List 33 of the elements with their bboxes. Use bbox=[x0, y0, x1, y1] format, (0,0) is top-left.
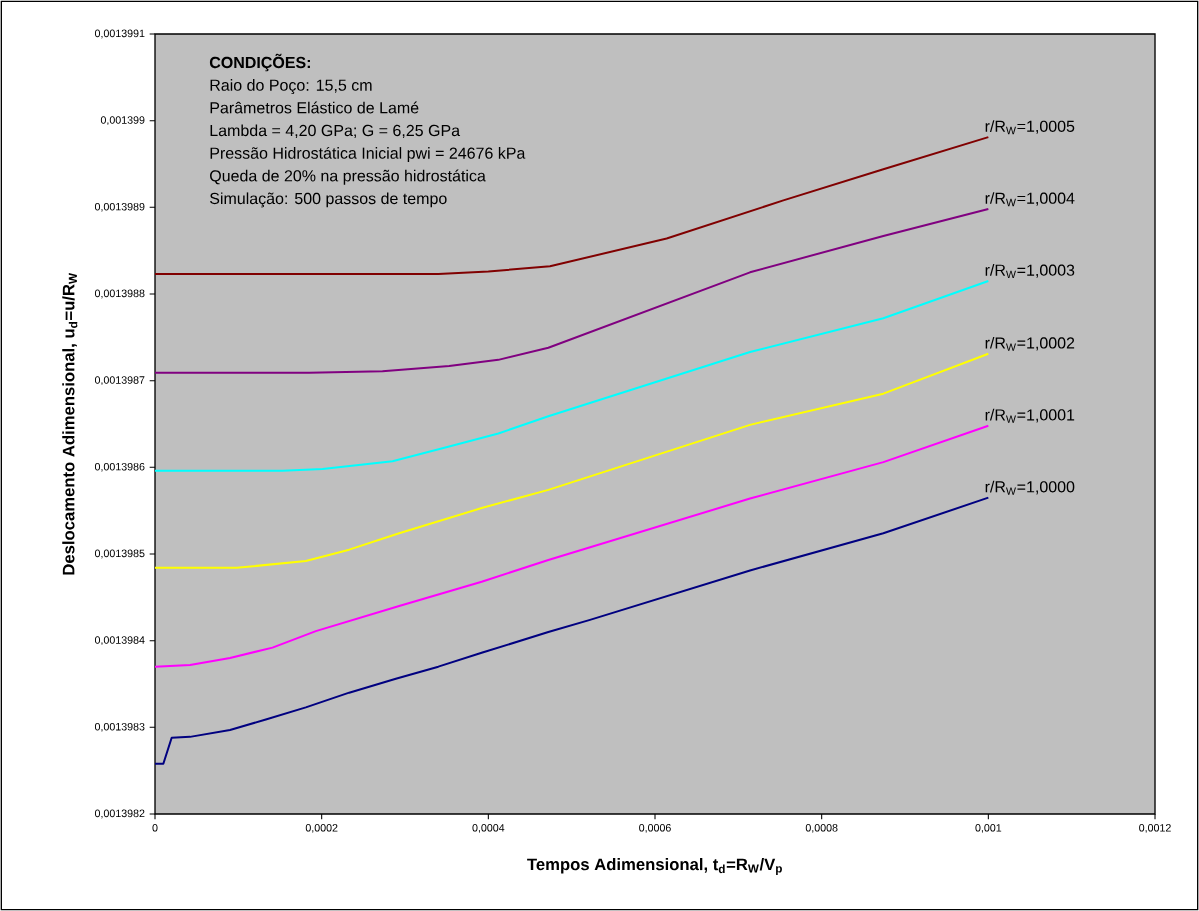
y-tick-label: 0,0013982 bbox=[94, 809, 145, 819]
annotation: Pressão Hidrostática Inicial pwi = 24676 kPa bbox=[210, 146, 526, 162]
y-tick-label: 0,0013983 bbox=[94, 722, 145, 732]
y-tick-label: 0,0013991 bbox=[94, 29, 145, 39]
annotation: Simulação: 500 passos de tempo bbox=[210, 192, 447, 208]
x-tick-label: 0,0004 bbox=[472, 824, 505, 833]
x-tick-label: 0,0002 bbox=[305, 824, 338, 833]
x-tick-label: 0 bbox=[152, 824, 158, 832]
y-tick-label: 0,0013988 bbox=[94, 289, 145, 299]
series-label: r/R$_{W}$=1,0003 bbox=[985, 264, 1075, 279]
x-tick-label: 0,001 bbox=[975, 824, 1002, 833]
y-tick-label: 0,0013985 bbox=[94, 549, 145, 559]
y-axis-title: Deslocamento Adimensional, u$_{d}$=u/R$_{W}$ bbox=[62, 273, 78, 575]
annotation: CONDIÇÕES: bbox=[209, 53, 310, 72]
series-label: r/R$_{W}$=1,0000 bbox=[985, 480, 1075, 495]
x-tick-label: 0,0012 bbox=[1139, 824, 1171, 833]
annotation: Lambda = 4,20 GPa; G = 6,25 GPa bbox=[210, 124, 461, 139]
x-axis-title: Tempos Adimensional, t$_{d}$=R$_{W}$/V$_{p}$ bbox=[527, 858, 782, 875]
y-tick-label: 0,0013987 bbox=[94, 376, 145, 386]
annotation: Raio do Poço: 15,5 cm bbox=[210, 79, 372, 95]
annotation: Parâmetros Elástico de Lamé bbox=[210, 101, 419, 114]
y-tick-label: 0,0013984 bbox=[94, 636, 145, 646]
series-label: r/R$_{W}$=1,0002 bbox=[985, 336, 1075, 351]
y-tick-label: 0,0013986 bbox=[94, 462, 145, 472]
x-tick-label: 0,0006 bbox=[639, 824, 671, 833]
series-label: r/R$_{W}$=1,0005 bbox=[985, 120, 1075, 135]
y-tick-label: 0,0013989 bbox=[94, 202, 145, 212]
series-label: r/R$_{W}$=1,0001 bbox=[985, 408, 1075, 423]
annotation: Queda de 20% na pressão hidrostática bbox=[210, 169, 486, 185]
line-series bbox=[154, 496, 990, 765]
y-tick-label: 0,001399 bbox=[100, 116, 145, 126]
x-tick-label: 0,0008 bbox=[805, 824, 838, 833]
series-label: r/R$_{W}$=1,0004 bbox=[985, 192, 1075, 207]
